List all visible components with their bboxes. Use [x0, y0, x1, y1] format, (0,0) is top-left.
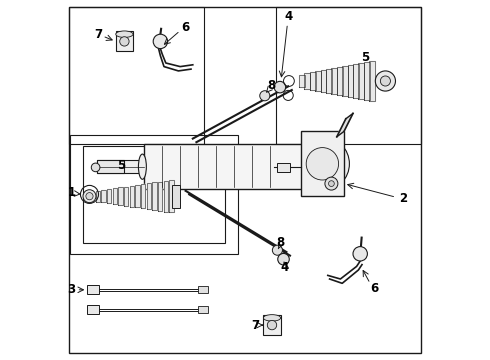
- Bar: [98, 160, 144, 173]
- Circle shape: [278, 253, 289, 265]
- Circle shape: [295, 137, 349, 191]
- Bar: [71, 135, 238, 254]
- Bar: [116, 31, 133, 51]
- Polygon shape: [326, 69, 332, 93]
- Polygon shape: [364, 62, 369, 100]
- Polygon shape: [130, 186, 134, 207]
- Ellipse shape: [116, 31, 133, 37]
- Text: 4: 4: [284, 10, 293, 23]
- Polygon shape: [369, 61, 375, 101]
- Circle shape: [153, 34, 168, 49]
- Text: 5: 5: [117, 159, 125, 172]
- Polygon shape: [158, 182, 162, 211]
- Polygon shape: [310, 72, 316, 90]
- Circle shape: [274, 81, 286, 93]
- Circle shape: [260, 91, 270, 101]
- Bar: [263, 315, 281, 335]
- Polygon shape: [315, 71, 321, 91]
- Bar: [87, 285, 99, 294]
- Text: 6: 6: [181, 21, 189, 33]
- Text: 7: 7: [251, 319, 259, 332]
- Polygon shape: [304, 73, 310, 89]
- Text: 4: 4: [280, 261, 289, 274]
- Circle shape: [86, 193, 93, 200]
- Text: 2: 2: [399, 192, 408, 204]
- Polygon shape: [96, 191, 100, 202]
- Text: 8: 8: [267, 79, 275, 92]
- Polygon shape: [147, 183, 151, 209]
- Polygon shape: [164, 181, 168, 212]
- Bar: [83, 146, 225, 243]
- Polygon shape: [118, 188, 122, 205]
- Bar: [69, 7, 204, 144]
- Text: 6: 6: [370, 282, 378, 294]
- Bar: [198, 286, 208, 293]
- Circle shape: [306, 148, 339, 180]
- Polygon shape: [152, 183, 157, 210]
- Circle shape: [328, 181, 334, 186]
- Text: 1: 1: [68, 186, 75, 199]
- Text: 8: 8: [276, 237, 284, 249]
- Polygon shape: [358, 63, 364, 99]
- Bar: [87, 305, 99, 314]
- Polygon shape: [342, 66, 348, 96]
- Polygon shape: [135, 185, 140, 207]
- Circle shape: [325, 177, 338, 190]
- Circle shape: [353, 247, 368, 261]
- Polygon shape: [337, 113, 353, 137]
- Text: 5: 5: [362, 51, 370, 64]
- Polygon shape: [124, 186, 128, 206]
- Bar: [275, 7, 421, 144]
- Ellipse shape: [139, 154, 147, 179]
- Circle shape: [272, 245, 282, 255]
- Text: 7: 7: [94, 28, 102, 41]
- Polygon shape: [320, 70, 326, 92]
- Polygon shape: [170, 180, 174, 212]
- Bar: [277, 163, 290, 172]
- Circle shape: [120, 37, 129, 46]
- Polygon shape: [347, 65, 353, 97]
- Polygon shape: [331, 68, 337, 94]
- Polygon shape: [107, 189, 111, 203]
- Circle shape: [380, 76, 391, 86]
- Circle shape: [83, 190, 96, 203]
- Circle shape: [268, 320, 277, 330]
- Polygon shape: [337, 67, 343, 95]
- Circle shape: [375, 71, 395, 91]
- Bar: [172, 185, 180, 208]
- Circle shape: [91, 163, 100, 172]
- Polygon shape: [101, 190, 106, 202]
- Ellipse shape: [263, 315, 281, 321]
- Text: 3: 3: [68, 283, 75, 296]
- Bar: [198, 306, 208, 313]
- Polygon shape: [141, 184, 146, 208]
- Bar: [98, 160, 124, 173]
- Bar: [144, 144, 317, 189]
- Bar: [301, 131, 344, 196]
- Polygon shape: [353, 64, 359, 98]
- Polygon shape: [113, 188, 117, 204]
- Polygon shape: [299, 75, 305, 87]
